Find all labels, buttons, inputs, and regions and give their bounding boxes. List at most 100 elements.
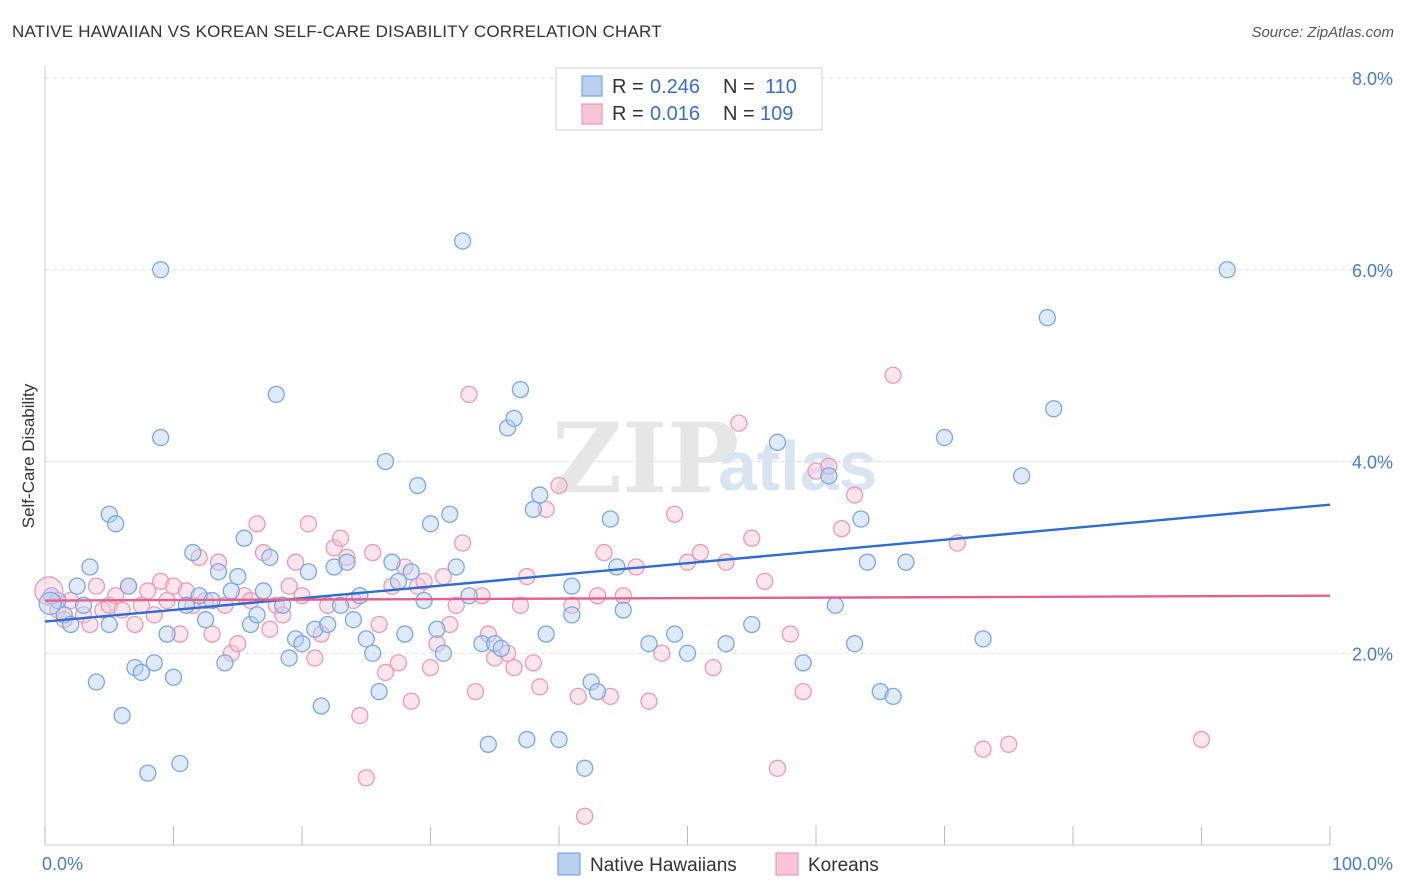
point	[171, 754, 189, 773]
point	[402, 692, 420, 710]
y-tick-label-0: 2.0%	[1352, 644, 1393, 664]
point	[845, 486, 864, 504]
point	[974, 630, 992, 648]
point	[357, 769, 375, 787]
point	[434, 644, 453, 662]
legend-r-label-2: R =	[612, 103, 644, 125]
point	[68, 577, 86, 595]
point	[293, 587, 311, 605]
data-points	[34, 232, 1236, 825]
bottom-legend-native-hawaiians: Native Hawaiians	[590, 855, 737, 876]
point	[325, 539, 343, 557]
point	[389, 654, 408, 672]
point	[81, 558, 99, 576]
point	[280, 577, 298, 595]
series-native-hawaiians	[42, 232, 1236, 782]
point	[222, 644, 240, 662]
point	[126, 615, 144, 634]
point	[376, 452, 395, 471]
point	[935, 428, 954, 447]
point	[595, 543, 613, 562]
point	[229, 635, 247, 653]
point	[614, 587, 632, 605]
legend-n-value-1: 110	[765, 76, 797, 98]
point	[331, 529, 350, 547]
y-tick-label-2: 6.0%	[1352, 261, 1393, 281]
point	[319, 615, 337, 634]
point	[164, 577, 183, 595]
point	[151, 428, 170, 447]
point	[768, 433, 787, 451]
point	[601, 687, 620, 706]
point	[871, 682, 889, 701]
point	[113, 706, 131, 725]
watermark-zip: ZIP	[552, 402, 739, 515]
trend-line-1	[44, 594, 1331, 602]
point	[151, 572, 170, 590]
point	[364, 644, 382, 662]
point	[402, 563, 420, 581]
point	[107, 515, 125, 533]
point	[794, 654, 812, 672]
point	[614, 601, 632, 619]
stats-legend: R = 0.246 N = 110 R = 0.016 N = 109	[555, 67, 823, 131]
point	[550, 476, 568, 495]
point	[1045, 400, 1063, 418]
point	[537, 625, 555, 643]
point	[524, 654, 542, 672]
point	[531, 678, 549, 696]
point	[691, 543, 709, 562]
point	[563, 577, 581, 595]
point	[254, 582, 273, 600]
point	[601, 510, 620, 528]
point	[216, 654, 234, 672]
point	[338, 548, 356, 567]
axes	[44, 66, 1331, 846]
point	[678, 644, 697, 662]
point	[145, 654, 163, 672]
point	[447, 558, 465, 576]
point	[576, 807, 594, 825]
point	[569, 687, 587, 706]
point	[267, 385, 285, 404]
bottom-legend-swatch-koreans	[775, 852, 799, 876]
point	[171, 625, 189, 643]
point	[306, 620, 324, 638]
point	[833, 519, 851, 538]
point	[755, 572, 774, 590]
x-tick-label-0: 0.0%	[42, 854, 83, 874]
point	[261, 620, 279, 638]
point	[537, 500, 555, 519]
point	[196, 611, 215, 629]
point	[1000, 735, 1018, 753]
point	[1218, 261, 1236, 279]
point	[87, 577, 106, 595]
point	[743, 615, 761, 634]
point	[441, 505, 459, 523]
point	[351, 587, 369, 605]
point	[460, 385, 478, 404]
point	[453, 232, 472, 250]
y-tick-label-1: 4.0%	[1352, 453, 1393, 473]
point	[576, 759, 594, 777]
x-tick-labels: 0.0% 100.0%	[42, 854, 1393, 874]
bottom-legend-swatch-native-hawaiians	[557, 852, 581, 876]
point	[235, 529, 253, 547]
point	[38, 591, 62, 616]
point	[331, 596, 350, 614]
point	[653, 644, 671, 662]
point	[209, 563, 228, 581]
point	[498, 419, 517, 437]
point	[421, 515, 440, 533]
legend-n-value-2: 109	[760, 103, 793, 125]
point	[781, 625, 799, 643]
point	[139, 764, 157, 782]
point	[852, 510, 870, 528]
point	[299, 515, 318, 533]
point	[248, 606, 266, 624]
point	[209, 553, 228, 571]
point	[743, 529, 761, 547]
point	[479, 735, 497, 753]
point	[312, 697, 330, 715]
